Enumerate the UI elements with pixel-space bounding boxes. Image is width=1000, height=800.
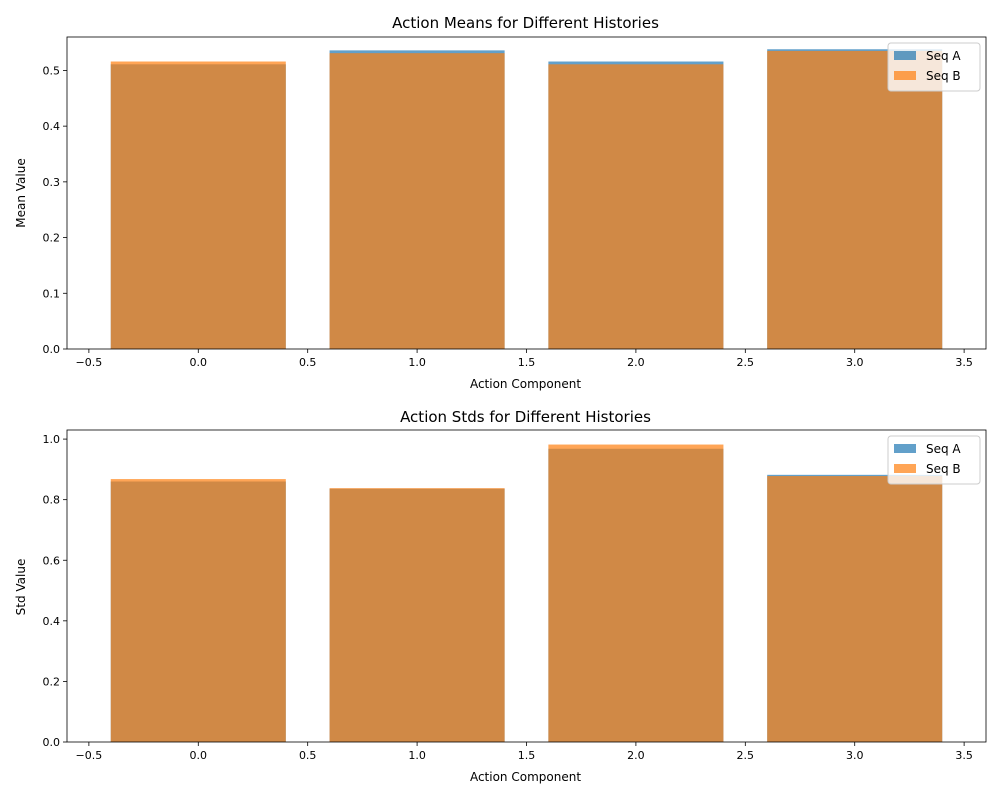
bar-seq-b-1 [329,488,505,742]
x-tick-label: 2.5 [737,356,755,369]
y-tick-label: 0.2 [43,232,61,245]
y-tick-label: 1.0 [43,433,61,446]
x-tick-label: −0.5 [76,749,103,762]
y-axis-label: Mean Value [14,158,28,227]
x-tick-label: 1.0 [408,749,426,762]
x-tick-label: 0.0 [190,356,208,369]
legend-swatch [894,51,916,60]
y-tick-label: 0.1 [43,287,61,300]
y-tick-label: 0.6 [43,554,61,567]
y-tick-label: 0.3 [43,176,61,189]
chart-title: Action Stds for Different Histories [400,408,651,426]
bar-seq-b-2 [548,444,724,742]
x-tick-label: 1.5 [518,356,536,369]
chart-means: Action Means for Different Histories −0.… [14,14,987,391]
plot-area: −0.5 0.0 0.5 1.0 1.5 2.0 2.5 3.0 3.5 0.0 0.2 0.4 0.6… [43,429,987,762]
x-axis-label: Action Component [470,377,581,391]
legend-swatch [894,464,916,473]
chart-stds: Action Stds for Different Histories −0.5… [14,408,987,784]
y-tick-label: 0.5 [43,64,61,77]
bar-seq-b-0 [110,61,286,350]
bar-seq-b-0 [110,479,286,742]
legend-label: Seq B [926,69,961,83]
x-tick-label: 2.5 [737,749,755,762]
bar-seq-b-1 [329,53,505,350]
x-tick-label: 3.5 [955,749,973,762]
y-axis-label: Std Value [14,559,28,616]
legend-swatch [894,71,916,80]
legend-label: Seq A [926,49,961,63]
x-tick-label: 0.5 [299,356,317,369]
bar-seq-b-3 [767,50,943,350]
x-tick-label: −0.5 [76,356,103,369]
x-tick-label: 1.5 [518,749,536,762]
x-tick-label: 2.0 [627,749,645,762]
bar-seq-b-3 [767,476,943,742]
bar-seq-b-2 [548,64,724,350]
x-tick-label: 3.0 [846,749,864,762]
chart-title: Action Means for Different Histories [392,14,659,32]
legend: Seq A Seq B [887,42,981,92]
y-tick-label: 0.4 [43,615,61,628]
x-axis-label: Action Component [470,770,581,784]
legend-swatch [894,444,916,453]
y-tick-label: 0.4 [43,120,61,133]
y-tick-label: 0.0 [43,736,61,749]
x-tick-label: 1.0 [408,356,426,369]
plot-area: −0.5 0.0 0.5 1.0 1.5 2.0 2.5 3.0 3.5 0.0 0.1 0.2 0.3… [43,36,987,369]
y-tick-label: 0.0 [43,343,61,356]
x-tick-label: 3.0 [846,356,864,369]
x-tick-label: 3.5 [955,356,973,369]
legend: Seq A Seq B [887,435,981,485]
x-tick-label: 0.0 [190,749,208,762]
legend-label: Seq B [926,462,961,476]
x-tick-label: 0.5 [299,749,317,762]
legend-label: Seq A [926,442,961,456]
x-tick-label: 2.0 [627,356,645,369]
y-tick-label: 0.2 [43,675,61,688]
y-tick-label: 0.8 [43,494,61,507]
